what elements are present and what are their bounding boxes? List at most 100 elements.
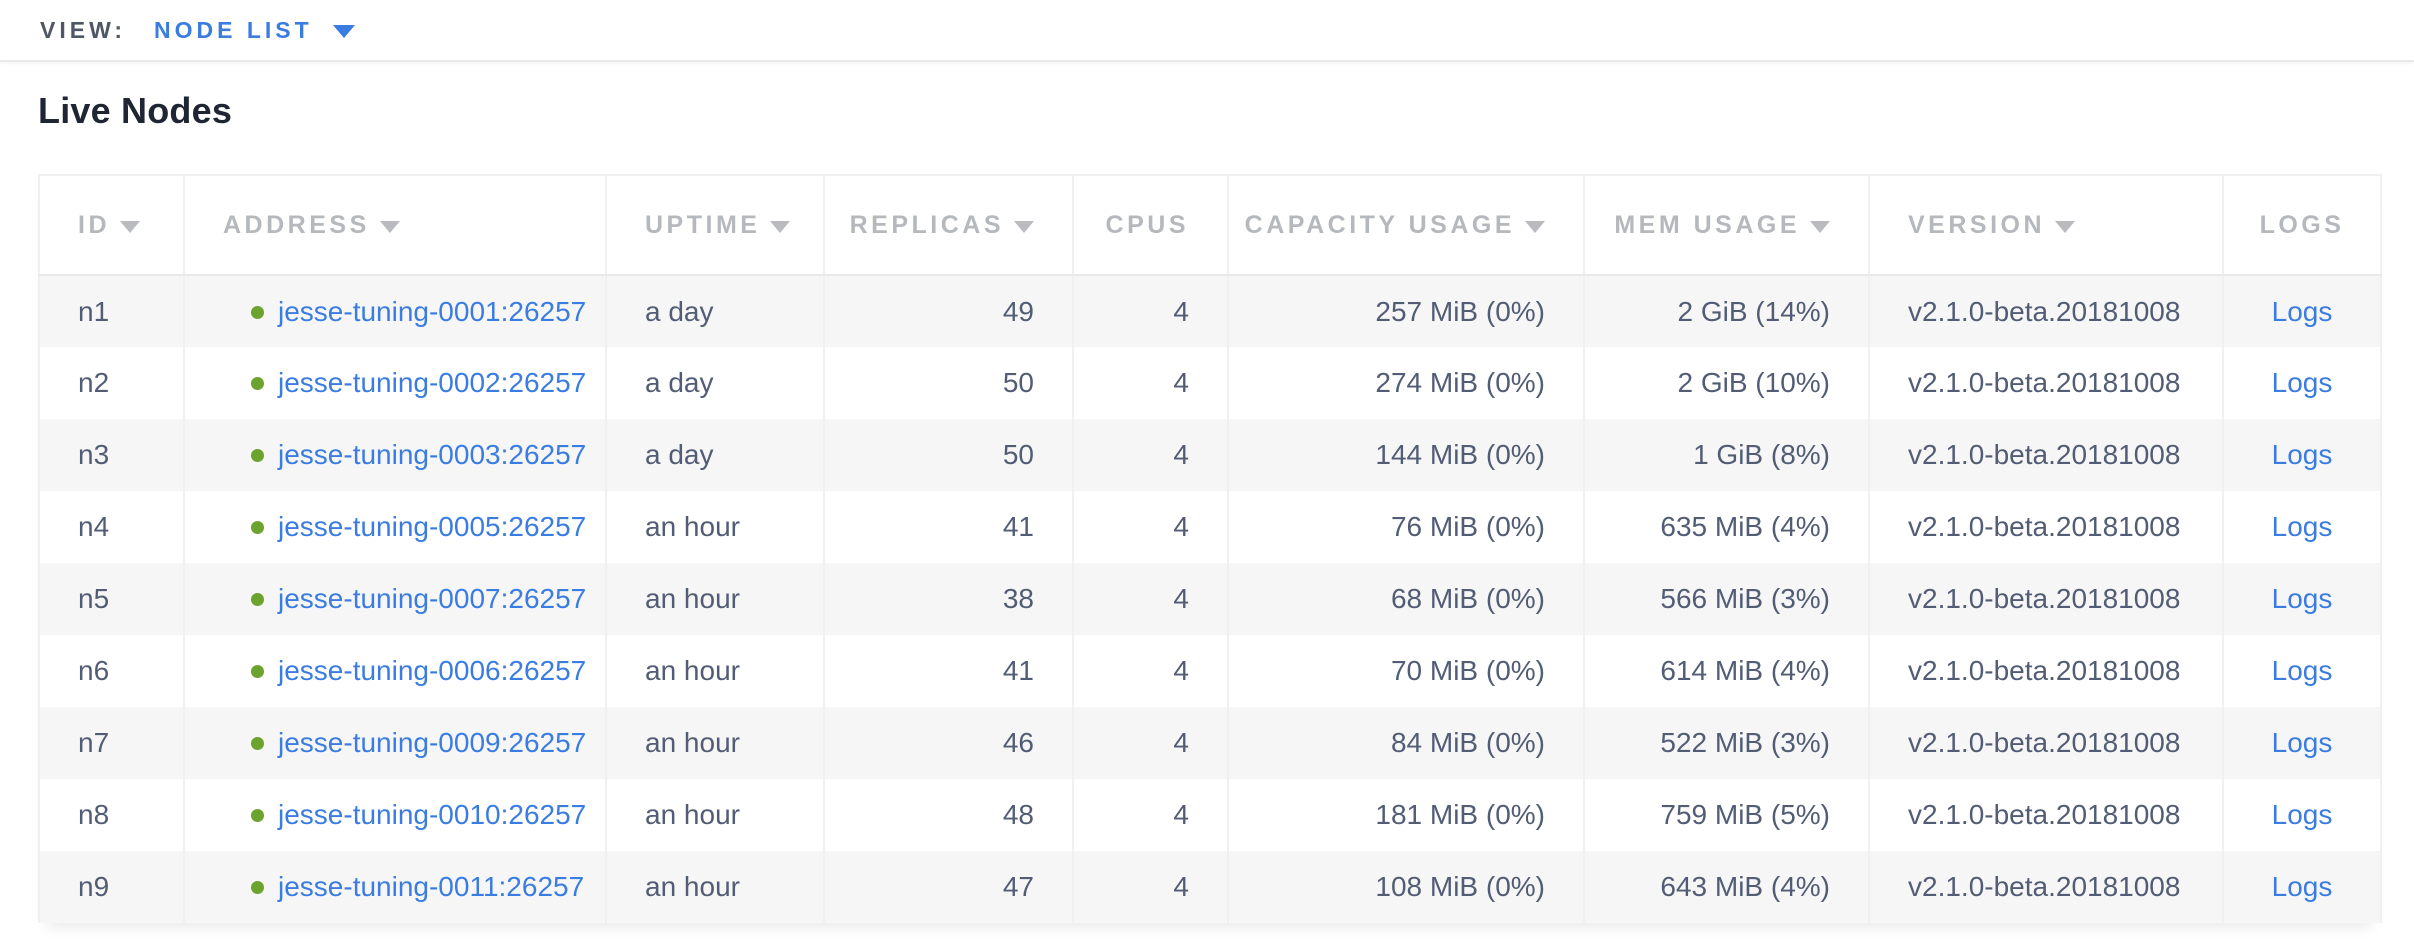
cell-capacity: 84 MiB (0%)	[1227, 707, 1584, 779]
cell-version: v2.1.0-beta.20181008	[1868, 491, 2223, 563]
node-address-link[interactable]: jesse-tuning-0003:26257	[278, 439, 587, 470]
cell-uptime: an hour	[605, 563, 824, 635]
node-logs-link[interactable]: Logs	[2271, 295, 2333, 327]
cell-address: jesse-tuning-0011:26257	[183, 851, 606, 923]
cell-capacity: 76 MiB (0%)	[1227, 491, 1584, 563]
cell-mem: 614 MiB (4%)	[1583, 635, 1869, 707]
cell-uptime: an hour	[605, 779, 824, 851]
cell-version: v2.1.0-beta.20181008	[1868, 779, 2223, 851]
cell-capacity: 144 MiB (0%)	[1227, 419, 1584, 491]
cell-capacity: 68 MiB (0%)	[1227, 563, 1584, 635]
node-address-link[interactable]: jesse-tuning-0006:26257	[278, 655, 587, 686]
cell-mem: 522 MiB (3%)	[1583, 707, 1869, 779]
chevron-down-icon	[332, 25, 355, 38]
sort-desc-icon	[1810, 220, 1830, 233]
cell-logs: Logs	[2222, 275, 2382, 347]
node-address-link[interactable]: jesse-tuning-0011:26257	[278, 871, 585, 902]
main-content: Live Nodes ID ADDRESS UPTIME REPLICAS CPUS CA…	[0, 62, 2414, 923]
node-address-link[interactable]: jesse-tuning-0010:26257	[278, 799, 587, 830]
column-header-version[interactable]: VERSION	[1868, 174, 2223, 276]
cell-cpus: 4	[1072, 275, 1228, 347]
column-header-label: MEM USAGE	[1614, 210, 1800, 239]
node-logs-link[interactable]: Logs	[2271, 871, 2333, 902]
cell-version: v2.1.0-beta.20181008	[1868, 563, 2223, 635]
cell-replicas: 47	[823, 851, 1073, 923]
node-logs-link[interactable]: Logs	[2271, 367, 2333, 398]
node-logs-link[interactable]: Logs	[2271, 799, 2333, 830]
node-address-link[interactable]: jesse-tuning-0002:26257	[278, 367, 587, 398]
cell-cpus: 4	[1072, 707, 1228, 779]
cell-cpus: 4	[1072, 491, 1228, 563]
cell-id: n1	[38, 275, 184, 347]
cell-logs: Logs	[2222, 851, 2382, 923]
view-selected-value: NODE LIST	[154, 16, 313, 43]
node-address-link[interactable]: jesse-tuning-0005:26257	[278, 511, 587, 542]
node-logs-link[interactable]: Logs	[2271, 727, 2333, 758]
column-header-logs: LOGS	[2222, 174, 2382, 276]
table-row: n2 jesse-tuning-0002:26257 a day 50 4 274 MiB…	[38, 347, 2382, 419]
column-header-uptime[interactable]: UPTIME	[605, 174, 824, 276]
cell-address: jesse-tuning-0005:26257	[183, 491, 606, 563]
cell-mem: 635 MiB (4%)	[1583, 491, 1869, 563]
cell-uptime: an hour	[605, 707, 824, 779]
cell-replicas: 41	[823, 635, 1073, 707]
table-row: n3 jesse-tuning-0003:26257 a day 50 4 144 MiB…	[38, 419, 2382, 491]
cell-id: n5	[38, 563, 184, 635]
table-row: n4 jesse-tuning-0005:26257 an hour 41 4 76 Mi…	[38, 491, 2382, 563]
cell-uptime: a day	[605, 347, 824, 419]
cell-version: v2.1.0-beta.20181008	[1868, 347, 2223, 419]
cell-logs: Logs	[2222, 779, 2382, 851]
sort-desc-icon	[770, 220, 791, 233]
column-header-cpus: CPUS	[1072, 174, 1228, 276]
cell-uptime: an hour	[605, 491, 824, 563]
cell-mem: 2 GiB (14%)	[1583, 275, 1869, 347]
view-selector-dropdown[interactable]: NODE LIST	[154, 17, 355, 44]
node-address-link[interactable]: jesse-tuning-0007:26257	[278, 583, 587, 614]
column-header-label: VERSION	[1908, 210, 2046, 239]
cell-logs: Logs	[2222, 347, 2382, 419]
table-header: ID ADDRESS UPTIME REPLICAS CPUS CAPACITY USAG…	[38, 174, 2382, 276]
column-header-id[interactable]: ID	[38, 174, 184, 276]
node-health-icon	[251, 521, 264, 534]
cell-mem: 1 GiB (8%)	[1583, 419, 1869, 491]
column-header-capacity[interactable]: CAPACITY USAGE	[1227, 174, 1584, 276]
cell-address: jesse-tuning-0001:26257	[183, 275, 606, 347]
node-health-icon	[251, 809, 264, 822]
cell-capacity: 108 MiB (0%)	[1227, 851, 1584, 923]
cell-id: n9	[38, 851, 184, 923]
cell-mem: 2 GiB (10%)	[1583, 347, 1869, 419]
cell-cpus: 4	[1072, 419, 1228, 491]
node-logs-link[interactable]: Logs	[2271, 439, 2333, 470]
cell-mem: 566 MiB (3%)	[1583, 563, 1869, 635]
table-row: n7 jesse-tuning-0009:26257 an hour 46 4 84 Mi…	[38, 707, 2382, 779]
table-row: n8 jesse-tuning-0010:26257 an hour 48 4 181 M…	[38, 779, 2382, 851]
cell-replicas: 50	[823, 347, 1073, 419]
cell-capacity: 257 MiB (0%)	[1227, 275, 1584, 347]
cell-logs: Logs	[2222, 635, 2382, 707]
sort-desc-icon	[1014, 220, 1034, 233]
cell-id: n3	[38, 419, 184, 491]
node-logs-link[interactable]: Logs	[2271, 511, 2333, 542]
cell-replicas: 38	[823, 563, 1073, 635]
node-health-icon	[251, 593, 264, 606]
cell-id: n6	[38, 635, 184, 707]
cell-address: jesse-tuning-0003:26257	[183, 419, 606, 491]
cell-uptime: an hour	[605, 851, 824, 923]
node-address-link[interactable]: jesse-tuning-0001:26257	[278, 295, 587, 327]
column-header-address[interactable]: ADDRESS	[183, 174, 606, 276]
cell-capacity: 181 MiB (0%)	[1227, 779, 1584, 851]
node-logs-link[interactable]: Logs	[2271, 583, 2333, 614]
column-header-replicas[interactable]: REPLICAS	[823, 174, 1073, 276]
column-header-mem[interactable]: MEM USAGE	[1583, 174, 1869, 276]
table-body: n1 jesse-tuning-0001:26257 a day 49 4 257 MiB…	[38, 275, 2382, 923]
cell-logs: Logs	[2222, 707, 2382, 779]
node-logs-link[interactable]: Logs	[2271, 655, 2333, 686]
column-header-label: CPUS	[1105, 210, 1189, 239]
node-health-icon	[251, 449, 264, 462]
node-address-link[interactable]: jesse-tuning-0009:26257	[278, 727, 587, 758]
table-row: n6 jesse-tuning-0006:26257 an hour 41 4 70 Mi…	[38, 635, 2382, 707]
cell-logs: Logs	[2222, 419, 2382, 491]
cell-version: v2.1.0-beta.20181008	[1868, 419, 2223, 491]
cell-mem: 759 MiB (5%)	[1583, 779, 1869, 851]
cell-cpus: 4	[1072, 347, 1228, 419]
